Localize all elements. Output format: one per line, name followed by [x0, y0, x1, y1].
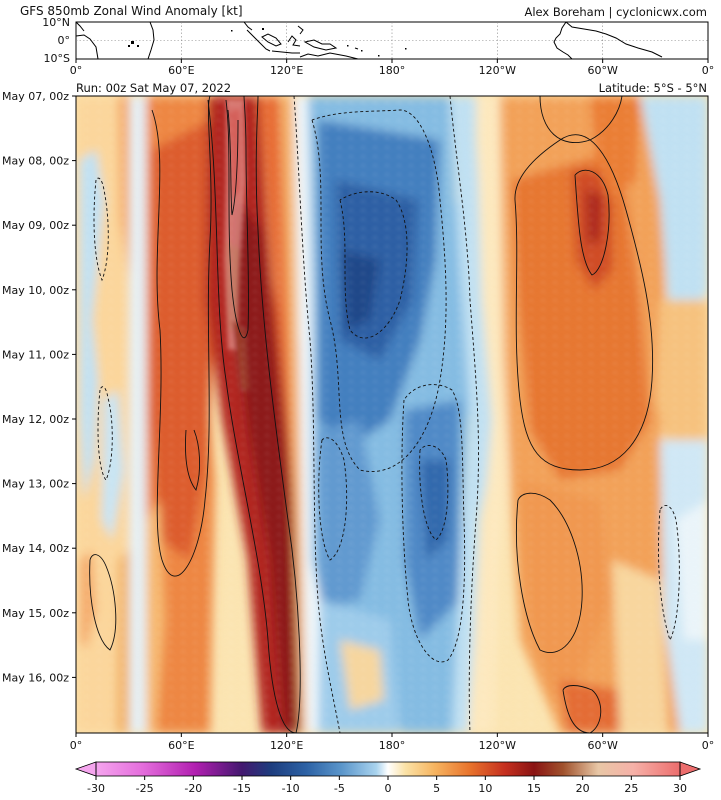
- map-x-tick-label: 60°W: [587, 64, 617, 77]
- map-x-tick-label: 120°W: [479, 64, 516, 77]
- y-tick-label: May 09, 00z: [2, 219, 69, 232]
- hovmoller-panel: May 07, 00z May 08, 00z May 09, 00z May 10,…: [2, 90, 714, 752]
- colorbar-extend-low: [74, 761, 97, 777]
- run-label: Run: 00z Sat May 07, 2022: [76, 81, 232, 95]
- x-tick-label: 180°: [379, 739, 406, 752]
- y-tick-label: May 12, 00z: [2, 413, 69, 426]
- latitude-label: Latitude: 5°S - 5°N: [598, 81, 707, 95]
- colorbar-tick-label: 10: [478, 782, 492, 795]
- colorbar-tick-label: 15: [527, 782, 541, 795]
- x-tick-label: 60°E: [168, 739, 194, 752]
- colorbar-tick-label: -30: [87, 782, 105, 795]
- map-x-tick-label: 0°: [70, 64, 83, 77]
- x-axis-ticks: 0° 60°E 120°E 180° 120°W 60°W 0°: [70, 733, 715, 752]
- map-lat-label: 10°S: [44, 52, 70, 65]
- credit-label: Alex Boreham | cyclonicwx.com: [524, 5, 707, 19]
- map-x-tick-label: 120°E: [270, 64, 303, 77]
- map-gridlines: [76, 22, 708, 59]
- map-x-ticks: 0° 60°E 120°E 180° 120°W 60°W 0°: [70, 59, 715, 77]
- map-lat-labels: 10°N 0° 10°S: [42, 16, 70, 65]
- colorbar-tick-label: -10: [282, 782, 300, 795]
- x-tick-label: 120°W: [479, 739, 516, 752]
- map-lat-label: 0°: [58, 34, 71, 47]
- colorbar-tick-label: 0: [385, 782, 392, 795]
- colorbar-tick-label: 30: [673, 782, 687, 795]
- negative-contours: [93, 96, 680, 733]
- coastlines: [76, 22, 663, 59]
- y-tick-label: May 11, 00z: [2, 348, 69, 361]
- colorbar-tick-label: -5: [334, 782, 345, 795]
- map-x-tick-label: 0°: [702, 64, 715, 77]
- colorbar-ticks: -30 -25 -20 -15 -10 -5 0 5 10 15 20 25 30: [87, 776, 687, 795]
- colorbar-tick-label: -20: [184, 782, 202, 795]
- y-tick-label: May 15, 00z: [2, 607, 69, 620]
- y-tick-label: May 10, 00z: [2, 284, 69, 297]
- colorbar-tick-label: 25: [624, 782, 638, 795]
- y-axis-ticks: May 07, 00z May 08, 00z May 09, 00z May 10,…: [2, 90, 76, 684]
- colorbar: -30 -25 -20 -15 -10 -5 0 5 10 15 20 25 30: [74, 761, 702, 795]
- x-tick-label: 0°: [702, 739, 715, 752]
- positive-contours: [89, 96, 654, 733]
- anomaly-texture: [76, 96, 708, 733]
- y-tick-label: May 08, 00z: [2, 155, 69, 168]
- chart-title: GFS 850mb Zonal Wind Anomaly [kt]: [20, 4, 243, 18]
- map-lat-label: 10°N: [42, 16, 70, 29]
- map-strip: 10°N 0° 10°S 0° 60°E 120°E 180° 120°W 60°W 0°: [42, 16, 714, 77]
- y-tick-label: May 13, 00z: [2, 478, 69, 491]
- map-x-tick-label: 180°: [379, 64, 406, 77]
- y-tick-label: May 07, 00z: [2, 90, 69, 103]
- colorbar-tick-label: -15: [233, 782, 251, 795]
- colorbar-extend-high: [679, 761, 702, 777]
- colorbar-body: [96, 762, 680, 776]
- colorbar-tick-label: 20: [576, 782, 590, 795]
- y-tick-label: May 16, 00z: [2, 671, 69, 684]
- colorbar-tick-label: -25: [136, 782, 154, 795]
- x-tick-label: 0°: [70, 739, 83, 752]
- x-tick-label: 120°E: [270, 739, 303, 752]
- x-tick-label: 60°W: [587, 739, 617, 752]
- colorbar-tick-label: 5: [433, 782, 440, 795]
- map-x-tick-label: 60°E: [168, 64, 194, 77]
- map-islands: [128, 28, 407, 57]
- y-tick-label: May 14, 00z: [2, 542, 69, 555]
